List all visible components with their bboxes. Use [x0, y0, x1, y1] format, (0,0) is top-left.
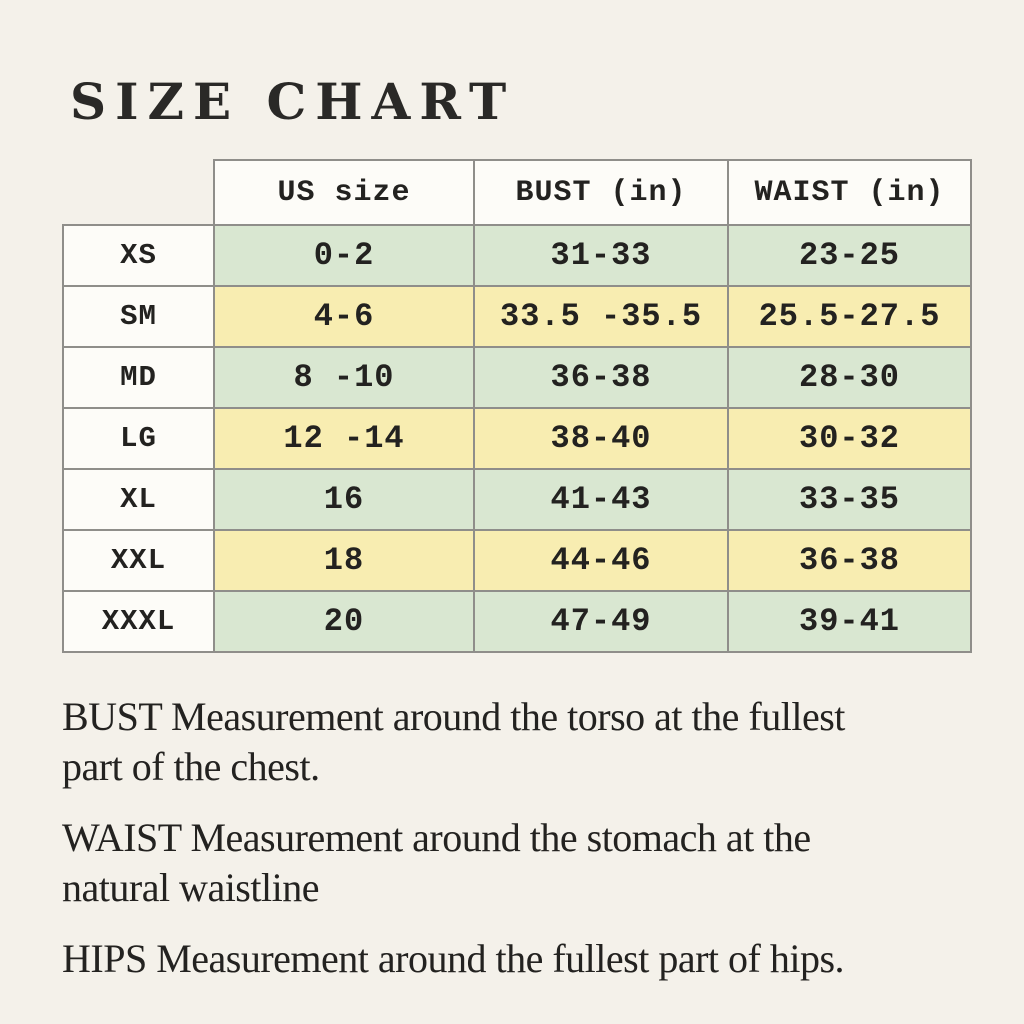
us-size-cell: 0-2	[213, 224, 475, 287]
waist-cell: 36-38	[727, 529, 972, 592]
hips-note: HIPS Measurement around the fullest part…	[62, 934, 1012, 984]
size-label-cell: XXXL	[62, 590, 215, 653]
table-row: LG 12 -14 38-40 30-32	[62, 407, 972, 470]
table-row: XS 0-2 31-33 23-25	[62, 224, 972, 287]
waist-cell: 33-35	[727, 468, 972, 531]
bust-cell: 33.5 -35.5	[473, 285, 729, 348]
measurement-notes: BUST Measurement around the torso at the…	[62, 692, 1012, 1005]
size-label-cell: XS	[62, 224, 215, 287]
column-header-us-size: US size	[213, 159, 475, 226]
size-label-cell: MD	[62, 346, 215, 409]
size-table: US size BUST (in) WAIST (in) XS 0-2 31-3…	[62, 159, 972, 653]
us-size-cell: 20	[213, 590, 475, 653]
bust-cell: 31-33	[473, 224, 729, 287]
us-size-cell: 16	[213, 468, 475, 531]
us-size-cell: 18	[213, 529, 475, 592]
us-size-cell: 8 -10	[213, 346, 475, 409]
table-row: XL 16 41-43 33-35	[62, 468, 972, 531]
bust-note-line-1: BUST Measurement around the torso at the…	[62, 694, 845, 739]
bust-note-line-2: part of the chest.	[62, 744, 320, 789]
waist-note: WAIST Measurement around the stomach at …	[62, 813, 1012, 913]
bust-cell: 36-38	[473, 346, 729, 409]
bust-cell: 38-40	[473, 407, 729, 470]
header-row: US size BUST (in) WAIST (in)	[63, 159, 972, 226]
bust-cell: 47-49	[473, 590, 729, 653]
hips-note-line-1: HIPS Measurement around the fullest part…	[62, 936, 845, 981]
bust-cell: 41-43	[473, 468, 729, 531]
waist-cell: 30-32	[727, 407, 972, 470]
waist-note-line-2: natural waistline	[62, 865, 319, 910]
size-label-cell: XXL	[62, 529, 215, 592]
table-row: SM 4-6 33.5 -35.5 25.5-27.5	[62, 285, 972, 348]
bust-cell: 44-46	[473, 529, 729, 592]
us-size-cell: 12 -14	[213, 407, 475, 470]
size-table-grid: US size BUST (in) WAIST (in) XS 0-2 31-3…	[62, 159, 972, 653]
corner-cell	[63, 160, 214, 225]
size-label-cell: XL	[62, 468, 215, 531]
column-header-waist: WAIST (in)	[727, 159, 972, 226]
bust-note: BUST Measurement around the torso at the…	[62, 692, 1012, 792]
size-label-cell: SM	[62, 285, 215, 348]
waist-cell: 23-25	[727, 224, 972, 287]
column-header-bust: BUST (in)	[473, 159, 729, 226]
waist-cell: 28-30	[727, 346, 972, 409]
waist-cell: 25.5-27.5	[727, 285, 972, 348]
table-row: XXL 18 44-46 36-38	[62, 529, 972, 592]
table-row: MD 8 -10 36-38 28-30	[62, 346, 972, 409]
size-label-cell: LG	[62, 407, 215, 470]
waist-note-line-1: WAIST Measurement around the stomach at …	[62, 815, 811, 860]
table-row: XXXL 20 47-49 39-41	[62, 590, 972, 653]
page-title: SIZE CHART	[70, 72, 516, 131]
us-size-cell: 4-6	[213, 285, 475, 348]
waist-cell: 39-41	[727, 590, 972, 653]
